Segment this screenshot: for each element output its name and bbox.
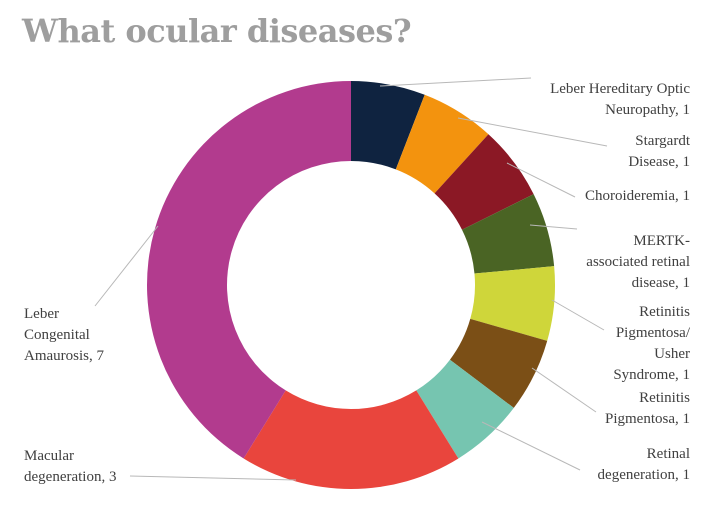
slice-label-line: Congenital xyxy=(24,327,90,343)
slice-label: Retinal degeneration, 1 xyxy=(598,446,690,483)
slice-label: Leber Hereditary Optic Neuropathy, 1 xyxy=(550,81,690,118)
slice-label-line: Stargardt xyxy=(635,133,691,149)
slice-label-line: Retinal xyxy=(647,446,690,462)
slice-label-line: Amaurosis, 7 xyxy=(24,348,104,364)
slice-label-line: Retinitis xyxy=(639,390,690,406)
slice-label-line: Disease, 1 xyxy=(628,154,690,170)
donut-slice xyxy=(351,81,425,170)
slice-label-line: Neuropathy, 1 xyxy=(605,102,690,118)
slice-label: Retinitis Pigmentosa, 1 xyxy=(605,390,690,427)
slice-label-line: Leber xyxy=(24,306,59,322)
slice-label-line: Choroideremia, 1 xyxy=(585,188,690,204)
slice-label: Retinitis Pigmentosa/Usher Syndrome, 1 xyxy=(613,304,690,383)
donut-slice xyxy=(449,318,548,408)
slice-label-line: Macular xyxy=(24,448,74,464)
slice-label-line: degeneration, 1 xyxy=(598,467,690,483)
leader-line xyxy=(481,421,581,471)
leader-line xyxy=(457,117,608,147)
leader-line xyxy=(531,367,597,413)
slice-label-line: MERTK- xyxy=(633,233,690,249)
slice-label: Choroideremia, 1 xyxy=(585,188,690,204)
slice-label: Leber Congenital Amaurosis, 7 xyxy=(24,306,104,364)
leader-line xyxy=(129,475,297,481)
slice-label-line: degeneration, 3 xyxy=(24,469,116,485)
leader-line xyxy=(379,77,532,87)
donut-slice xyxy=(416,359,514,459)
donut-slice xyxy=(470,266,555,341)
donut-slice xyxy=(146,81,351,459)
slice-label-line: Usher xyxy=(654,346,690,362)
slice-label: MERTK-associated retinal disease, 1 xyxy=(586,233,690,291)
slice-label-line: associated retinal xyxy=(586,254,690,270)
chart-title: What ocular diseases? xyxy=(22,12,412,50)
leader-line xyxy=(94,225,159,307)
slice-label-line: Leber Hereditary Optic xyxy=(550,81,690,97)
leader-line xyxy=(551,299,605,331)
donut-slice xyxy=(434,134,534,230)
leader-line xyxy=(529,224,578,230)
donut-slice xyxy=(462,194,555,274)
slice-label-line: Pigmentosa/ xyxy=(616,325,691,341)
slice-label: Macular degeneration, 3 xyxy=(24,448,116,485)
slice-label-line: disease, 1 xyxy=(632,275,690,291)
slice-label: Stargardt Disease, 1 xyxy=(628,133,690,170)
slice-label-line: Syndrome, 1 xyxy=(613,367,690,383)
donut-slice xyxy=(243,390,459,490)
slice-label-line: Pigmentosa, 1 xyxy=(605,411,690,427)
slice-label-line: Retinitis xyxy=(639,304,690,320)
leader-line xyxy=(506,162,576,198)
